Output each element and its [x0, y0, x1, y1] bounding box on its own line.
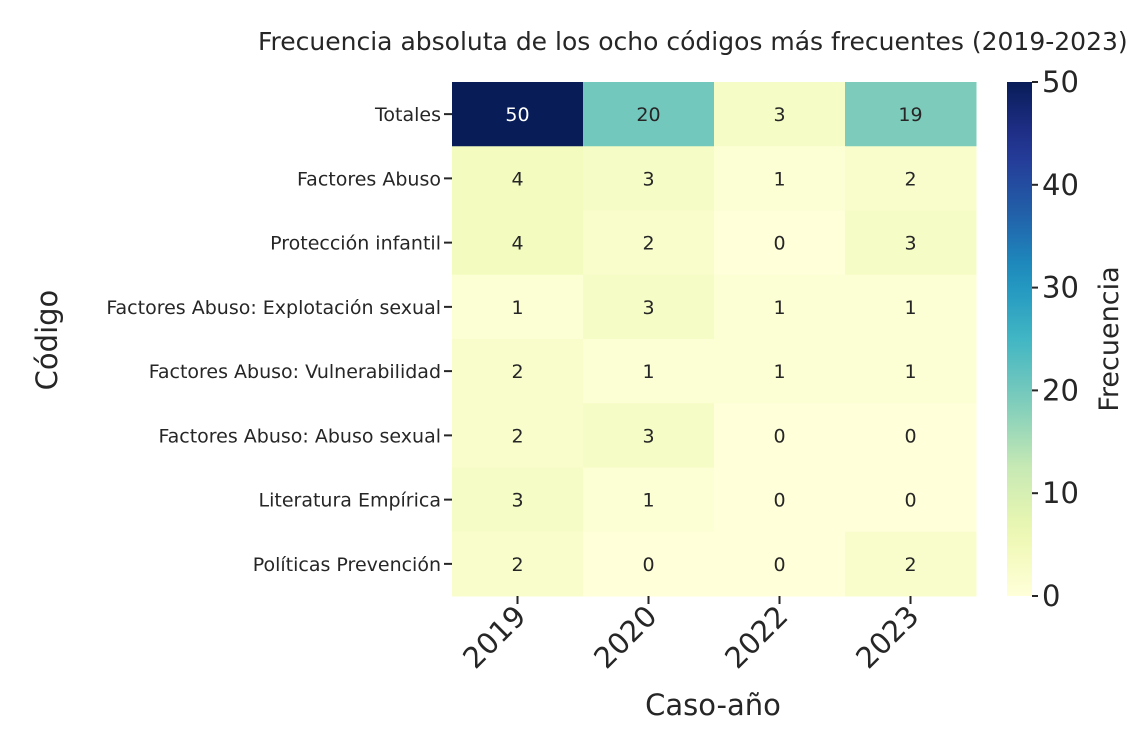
cell-value-label: 3	[511, 490, 523, 512]
cell-value-label: 4	[511, 168, 523, 190]
cell-value-label: 1	[773, 168, 785, 190]
colorbar-label: Frecuencia	[1094, 266, 1125, 411]
cell-value-label: 2	[904, 168, 916, 190]
heatmap-cells	[452, 82, 977, 597]
heatmap-cell	[714, 339, 846, 404]
cell-value-label: 0	[904, 425, 916, 447]
cell-value-label: 1	[904, 361, 916, 383]
colorbar-tick-label: 10	[1042, 476, 1079, 510]
cell-value-label: 19	[898, 104, 922, 126]
colorbar-tick-label: 50	[1042, 65, 1079, 99]
heatmap-cell	[845, 210, 977, 276]
y-tick-label: Literatura Empírica	[259, 490, 441, 512]
heatmap-cell	[452, 274, 584, 340]
heatmap-cell	[583, 339, 715, 404]
y-axis-label: Código	[30, 290, 64, 391]
heatmap-cell	[714, 146, 846, 211]
heatmap-cell	[583, 146, 715, 211]
cell-value-label: 4	[511, 233, 523, 255]
y-tick-label: Políticas Prevención	[253, 554, 441, 576]
heatmap-cell	[583, 210, 715, 276]
cell-value-label: 1	[773, 361, 785, 383]
x-tick-label: 2023	[849, 599, 925, 675]
colorbar-gradient	[1007, 82, 1032, 596]
heatmap-cell	[452, 210, 584, 276]
y-tick-label: Factores Abuso	[297, 168, 441, 190]
heatmap-cell	[452, 339, 584, 404]
cell-value-label: 1	[904, 297, 916, 319]
colorbar: 0 10 20 30 40 50 Frecuencia	[1007, 65, 1125, 613]
cell-value-label: 0	[773, 490, 785, 512]
cell-value-label: 0	[642, 554, 654, 576]
cell-value-label: 50	[505, 104, 529, 126]
colorbar-tick-label: 0	[1042, 579, 1060, 613]
heatmap-cell	[845, 467, 977, 533]
cell-value-label: 1	[511, 297, 523, 319]
heatmap-cell	[452, 403, 584, 468]
cell-value-label: 0	[773, 554, 785, 576]
cell-value-label: 3	[904, 233, 916, 255]
cell-value-label: 1	[642, 490, 654, 512]
x-tick-label: 2019	[456, 599, 532, 675]
heatmap-cell	[845, 531, 977, 597]
y-tick-label: Protección infantil	[270, 233, 441, 255]
x-tick-label: 2020	[587, 599, 663, 675]
y-tick-label: Factores Abuso: Explotación sexual	[106, 297, 441, 319]
heatmap-cell	[714, 531, 846, 597]
cell-value-label: 2	[511, 425, 523, 447]
colorbar-tick-label: 30	[1042, 271, 1079, 305]
cell-value-label: 0	[773, 425, 785, 447]
cell-value-label: 2	[904, 554, 916, 576]
heatmap-cell	[452, 82, 584, 147]
cell-value-label: 2	[511, 554, 523, 576]
cell-value-label: 3	[642, 168, 654, 190]
cell-annotations: 50 20 3 194 3 1 24 2 0 31 3 1 12 1 1 12 3 0 03 1 0 02 0 0 2	[505, 104, 922, 576]
colorbar-tick-label: 40	[1042, 168, 1079, 202]
cell-value-label: 20	[636, 104, 660, 126]
cell-value-label: 0	[773, 233, 785, 255]
cell-value-label: 2	[511, 361, 523, 383]
colorbar-tick-label: 20	[1042, 373, 1079, 407]
cell-value-label: 3	[642, 297, 654, 319]
heatmap-cell	[452, 531, 584, 597]
heatmap-cell	[583, 274, 715, 340]
heatmap-cell	[583, 403, 715, 468]
colorbar-ticks: 0 10 20 30 40 50	[1032, 65, 1079, 613]
heatmap-cell	[714, 210, 846, 276]
x-tick-label: 2022	[718, 599, 794, 675]
y-tick-label: Factores Abuso: Abuso sexual	[158, 425, 441, 447]
y-tick-label: Factores Abuso: Vulnerabilidad	[149, 361, 441, 383]
cell-value-label: 1	[773, 297, 785, 319]
y-tick-label: Totales	[374, 104, 441, 126]
heatmap-cell	[845, 274, 977, 340]
cell-value-label: 0	[904, 490, 916, 512]
chart-title: Frecuencia absoluta de los ocho códigos …	[258, 27, 1128, 56]
heatmap-cell	[583, 82, 715, 147]
heatmap-cell	[845, 82, 977, 147]
heatmap-cell	[714, 467, 846, 533]
heatmap-cell	[583, 467, 715, 533]
cell-value-label: 3	[642, 425, 654, 447]
x-axis-label: Caso-año	[645, 688, 781, 722]
y-axis-ticks: Totales Factores Abuso Protección infantil…	[106, 104, 452, 576]
heatmap-cell	[845, 339, 977, 404]
heatmap-cell	[845, 146, 977, 211]
cell-value-label: 1	[642, 361, 654, 383]
heatmap-cell	[714, 82, 846, 147]
heatmap-cell	[714, 403, 846, 468]
heatmap-cell	[714, 274, 846, 340]
heatmap-cell	[583, 531, 715, 597]
heatmap-cell	[452, 467, 584, 533]
cell-value-label: 3	[773, 104, 785, 126]
x-axis-ticks: 2019 2020 2022 2023	[456, 596, 925, 675]
heatmap-cell	[452, 146, 584, 211]
heatmap-cell	[845, 403, 977, 468]
cell-value-label: 2	[642, 233, 654, 255]
